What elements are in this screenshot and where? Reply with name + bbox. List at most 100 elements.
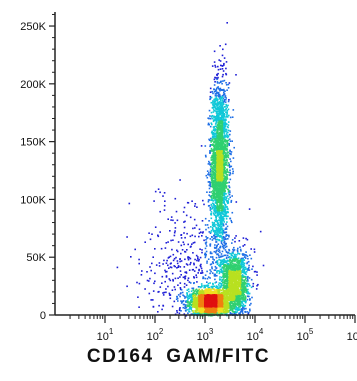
event-point [216, 161, 219, 164]
event-point [210, 147, 213, 150]
event-point [232, 276, 234, 278]
event-point [229, 116, 232, 119]
event-point [216, 244, 218, 247]
event-point [197, 256, 199, 258]
event-point [221, 199, 223, 201]
event-point [234, 312, 236, 315]
event-point [212, 132, 214, 134]
event-point [211, 267, 213, 270]
event-point [239, 282, 242, 284]
event-point [182, 300, 185, 302]
event-point [148, 292, 151, 295]
event-point [196, 308, 198, 310]
event-point [212, 156, 215, 159]
event-point [222, 266, 225, 269]
event-point [167, 264, 169, 267]
event-point [222, 246, 225, 249]
event-point [225, 133, 228, 135]
event-point [221, 218, 223, 220]
event-point [245, 291, 247, 294]
event-point [242, 283, 245, 285]
event-point [216, 287, 219, 290]
event-point [209, 168, 212, 170]
event-point [126, 285, 128, 288]
event-point [240, 292, 242, 294]
event-point [223, 258, 226, 261]
event-point [219, 138, 222, 141]
event-point [137, 296, 139, 298]
event-point [235, 271, 238, 273]
event-point [230, 293, 232, 296]
event-point [216, 234, 218, 236]
event-point [211, 167, 213, 170]
event-point [201, 292, 203, 294]
event-point [227, 293, 229, 296]
event-point [220, 226, 223, 228]
event-point [213, 269, 216, 271]
event-point [216, 228, 218, 230]
event-point [223, 93, 226, 95]
event-point [220, 132, 223, 134]
event-point [209, 245, 212, 247]
event-point [174, 222, 176, 224]
event-point [205, 174, 208, 177]
event-point [218, 249, 221, 252]
event-point [207, 122, 210, 125]
event-point [221, 144, 224, 147]
event-point [218, 272, 221, 275]
event-point [232, 259, 234, 262]
event-point [227, 154, 230, 157]
event-point [165, 242, 168, 244]
event-point [206, 237, 208, 240]
event-point [224, 43, 227, 46]
event-point [213, 105, 215, 108]
event-point [245, 273, 247, 276]
event-point [226, 259, 229, 262]
event-point [249, 304, 251, 306]
event-point [243, 308, 246, 310]
event-point [224, 176, 227, 178]
event-point [189, 303, 191, 306]
event-point [216, 170, 218, 173]
event-point [205, 155, 207, 158]
event-point [211, 130, 213, 133]
event-point [225, 293, 227, 296]
event-point [229, 158, 231, 160]
event-point [195, 224, 198, 227]
event-point [208, 231, 211, 233]
event-point [214, 165, 216, 167]
event-point [184, 271, 186, 274]
event-point [218, 112, 221, 114]
event-point [216, 94, 218, 97]
event-point [215, 216, 217, 219]
event-point [216, 260, 219, 262]
event-point [218, 225, 221, 227]
event-point [195, 293, 197, 295]
event-point [247, 269, 249, 271]
event-point [239, 299, 241, 302]
event-point [224, 236, 226, 239]
event-point [232, 172, 234, 175]
event-point [218, 256, 220, 259]
event-point [221, 173, 224, 176]
event-point [187, 305, 189, 307]
event-point [218, 228, 220, 231]
event-point [212, 152, 215, 155]
event-point [205, 250, 208, 253]
event-point [213, 91, 216, 93]
event-point [138, 262, 140, 265]
event-point [219, 145, 221, 147]
event-point [216, 164, 219, 166]
event-point [215, 87, 218, 90]
event-point [223, 238, 226, 240]
event-point [159, 210, 161, 213]
event-point [215, 215, 218, 218]
event-point [239, 294, 242, 297]
event-point [225, 67, 227, 70]
event-point [229, 297, 231, 299]
event-point [221, 219, 224, 222]
event-point [216, 197, 219, 199]
event-point [209, 209, 212, 211]
event-point [225, 228, 228, 230]
event-point [227, 87, 230, 89]
